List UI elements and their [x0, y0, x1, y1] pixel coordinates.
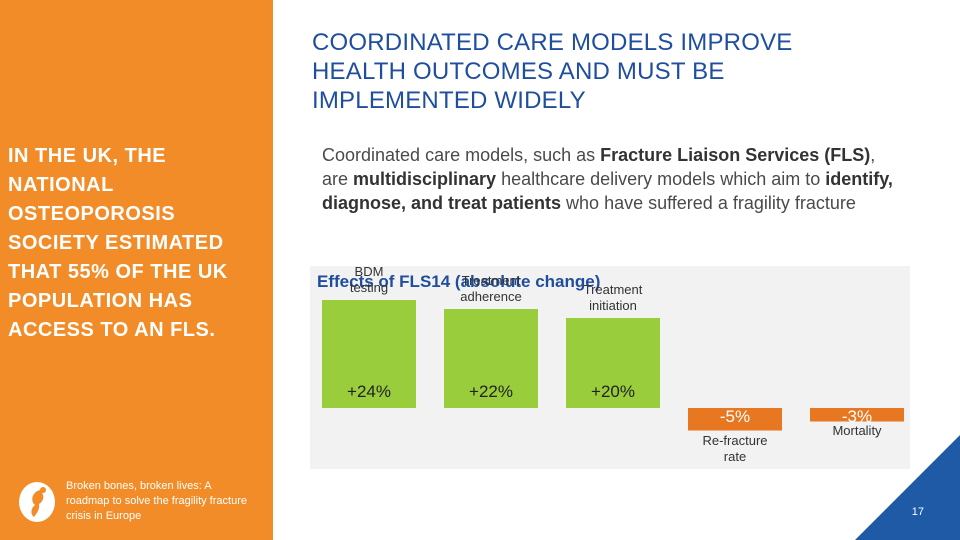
- intro-text-3: healthcare delivery models which aim to: [496, 169, 826, 189]
- intro-bold-3: identify, diagnose, and treat patients: [322, 169, 893, 213]
- value-label-1: +22%: [469, 382, 513, 401]
- footer-citation: Broken bones, broken lives: A roadmap to…: [66, 480, 247, 522]
- intro-text-1: Coordinated care models, such as: [322, 145, 601, 165]
- slide-title: COORDINATED CARE MODELS IMPROVE HEALTH O…: [312, 29, 793, 114]
- left-statement: IN THE UK, THE NATIONAL OSTEOPOROSIS SOC…: [8, 145, 228, 341]
- intro-bold-1: Fracture Liaison Services (FLS): [600, 145, 871, 165]
- value-label-3: -5%: [719, 407, 751, 426]
- value-label-0: +24%: [347, 382, 391, 401]
- value-label-2: +20%: [591, 382, 635, 401]
- category-label-0: BDM testing: [349, 264, 389, 295]
- left-panel: IN THE UK, THE NATIONAL OSTEOPOROSIS SOC…: [0, 0, 273, 540]
- bar-3: [688, 408, 782, 431]
- chart: [322, 300, 904, 431]
- logo-icon: [19, 482, 55, 522]
- bar-4: [810, 408, 904, 422]
- value-label-4: -3%: [841, 407, 873, 426]
- page-number: 17: [911, 506, 924, 518]
- category-label-1: Treatment adherence: [460, 273, 522, 304]
- intro-paragraph: Coordinated care models, such as Fractur…: [322, 143, 897, 215]
- bar-0: [322, 300, 416, 408]
- corner-decoration: [855, 435, 960, 540]
- bar-1: [444, 309, 538, 408]
- bar-2: [566, 318, 660, 408]
- intro-text-2: , are: [322, 145, 876, 189]
- category-label-3: Re-fracture rate: [702, 433, 768, 464]
- category-label-4: Mortality: [832, 423, 882, 438]
- intro-bold-2: multidisciplinary: [353, 169, 497, 189]
- intro-text-4: who have suffered a fragility fracture: [561, 193, 856, 213]
- chart-title: Effects of FLS14 (absolute change): [317, 272, 601, 291]
- category-label-2: Treatment initiation: [583, 282, 643, 313]
